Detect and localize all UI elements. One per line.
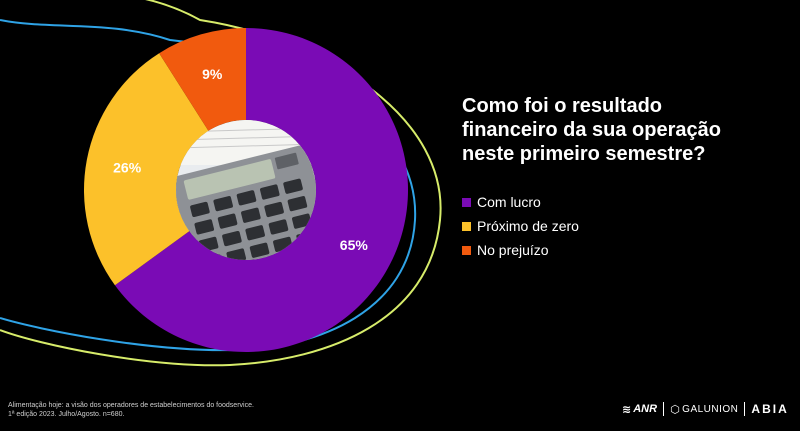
anr-logo-text: ANR: [633, 403, 658, 415]
calculator-key: [194, 219, 215, 235]
abia-logo-text: ABIA: [751, 402, 789, 416]
calculator-key: [283, 178, 303, 194]
logo-divider: [663, 402, 665, 416]
title-line-2: financeiro da sua operação: [462, 119, 721, 141]
calculator-key: [245, 225, 265, 241]
calculator-key: [213, 196, 233, 212]
anr-mark-icon: ≋: [622, 403, 632, 416]
slice-proximo-de-zero: [83, 53, 209, 286]
legend-label: No prejuízo: [477, 242, 549, 258]
calculator-key: [264, 201, 284, 218]
legend-label: Com lucro: [477, 194, 541, 210]
legend-item-com-lucro: Com lucro: [462, 190, 579, 214]
partner-logos: ≋ ANR ⬡ GALUNION ABIA: [622, 402, 789, 416]
calculator-key: [217, 213, 238, 229]
calculator-key: [260, 184, 280, 200]
calculator-key: [292, 213, 312, 229]
chart-title: Como foi o resultado financeiro da sua o…: [462, 94, 782, 166]
calculator-key: [249, 242, 270, 258]
galunion-logo-text: GALUNION: [682, 403, 739, 415]
logo-divider: [744, 402, 746, 416]
legend: Com lucro Próximo de zero No prejuízo: [462, 190, 579, 262]
galunion-logo: ⬡ GALUNION: [670, 403, 738, 416]
label-no-prejuizo: 9%: [202, 66, 223, 82]
legend-item-proximo-de-zero: Próximo de zero: [462, 214, 579, 238]
legend-label: Próximo de zero: [477, 218, 579, 234]
footnote-line-1: Alimentação hoje: a visão dos operadores…: [8, 402, 254, 409]
legend-item-no-prejuizo: No prejuízo: [462, 238, 579, 262]
title-line-1: Como foi o resultado: [462, 95, 662, 117]
label-proximo-de-zero: 26%: [113, 159, 142, 175]
anr-logo: ≋ ANR: [622, 403, 657, 416]
calculator-key: [222, 230, 242, 247]
calculator-key: [268, 219, 289, 235]
decorative-curve-blue: [0, 19, 417, 352]
donut-chart: [83, 28, 409, 352]
label-com-lucro: 65%: [340, 237, 369, 253]
calculator-key: [241, 207, 261, 223]
galunion-mark-icon: ⬡: [670, 403, 681, 416]
abia-logo: ABIA: [751, 402, 788, 416]
title-line-3: neste primeiro semestre?: [462, 143, 706, 165]
data-labels: 65% 26% 9%: [113, 66, 368, 253]
slice-no-prejuizo: [159, 28, 246, 131]
legend-swatch-purple: [462, 197, 471, 207]
slice-com-lucro: [114, 28, 409, 352]
calculator-key: [236, 190, 257, 206]
calculator-key: [287, 196, 308, 212]
source-footnote: Alimentação hoje: a visão dos operadores…: [8, 401, 254, 419]
footnote-line-2: 1ª edição 2023. Julho/Agosto. n=680.: [8, 411, 125, 418]
legend-swatch-yellow: [462, 221, 471, 231]
calculator-key: [190, 201, 210, 218]
legend-swatch-orange: [462, 245, 471, 255]
decorative-curve-lime: [0, 0, 442, 367]
